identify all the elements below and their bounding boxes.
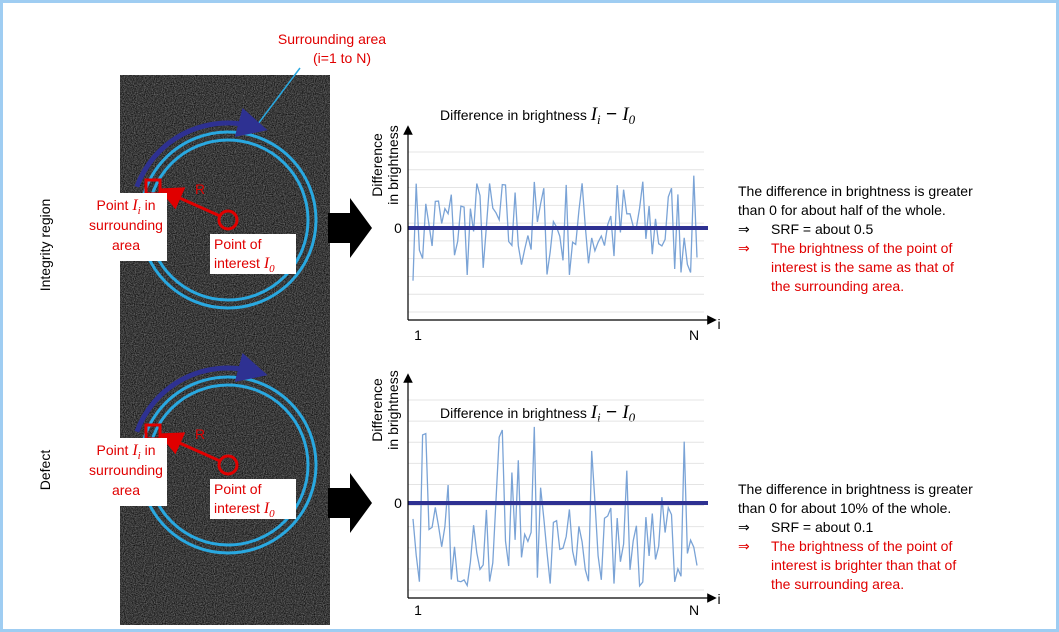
conclusion: interest is brighter than that of: [771, 557, 956, 573]
y-axis-label: Difference: [369, 378, 385, 442]
srf-text: SRF = about 0.5: [771, 221, 874, 237]
side-label: Integrity region: [37, 199, 53, 292]
side-label: Defect: [37, 450, 53, 491]
description: than 0 for about half of the whole.: [738, 202, 946, 218]
srf-arrow: ⇒: [738, 519, 750, 535]
srf-text: SRF = about 0.1: [771, 519, 874, 535]
chart-title-part: Difference in brightness: [440, 107, 591, 123]
point-i-label-part: Point: [97, 197, 133, 213]
point-i-label: area: [112, 482, 140, 498]
poi-label-part: interest: [214, 500, 264, 516]
y-axis-label: in brightness: [385, 125, 401, 204]
page: Surrounding area (i=1 to N) Integrity re…: [0, 0, 1059, 632]
conclusion: The brightness of the point of: [771, 240, 952, 256]
chart-title-part: 0: [629, 410, 636, 425]
chart-title-part: −: [601, 104, 623, 125]
surrounding-area-label: Surrounding area: [278, 31, 386, 47]
point-i-label: surrounding: [89, 462, 163, 478]
conclusion-arrow: ⇒: [738, 538, 750, 554]
conclusion: interest is the same as that of: [771, 259, 954, 275]
description: The difference in brightness is greater: [738, 183, 973, 199]
x-start-label: 1: [414, 602, 422, 618]
poi-label: Point of: [214, 236, 262, 252]
point-i-label-part: in: [141, 197, 156, 213]
chart-title-part: −: [601, 402, 623, 423]
point-i-label-part: Point: [97, 442, 133, 458]
conclusion-arrow: ⇒: [738, 240, 750, 256]
x-axis-label: i: [717, 316, 720, 332]
poi-label-part: 0: [269, 263, 275, 275]
surrounding-area-range: (i=1 to N): [313, 50, 371, 66]
y-axis-label: in brightness: [385, 370, 401, 449]
description: The difference in brightness is greater: [738, 481, 973, 497]
srf-arrow: ⇒: [738, 221, 750, 237]
poi-label-part: 0: [269, 508, 275, 520]
point-i-label-part: in: [141, 442, 156, 458]
conclusion: the surrounding area.: [771, 576, 904, 592]
radius-label: R: [195, 426, 205, 442]
radius-label: R: [195, 181, 205, 197]
zero-label: 0: [394, 495, 402, 511]
chart-title-part: Difference in brightness: [440, 405, 591, 421]
x-start-label: 1: [414, 327, 422, 343]
x-end-label: N: [689, 602, 699, 618]
conclusion: The brightness of the point of: [771, 538, 952, 554]
poi-label: Point of: [214, 481, 262, 497]
chart-title-part: 0: [629, 112, 636, 127]
y-axis-label: Difference: [369, 133, 385, 197]
x-axis-label: i: [717, 591, 720, 607]
point-i-label: surrounding: [89, 217, 163, 233]
description: than 0 for about 10% of the whole.: [738, 500, 951, 516]
x-end-label: N: [689, 327, 699, 343]
zero-label: 0: [394, 220, 402, 236]
point-i-label: area: [112, 237, 140, 253]
conclusion: the surrounding area.: [771, 278, 904, 294]
poi-label-part: interest: [214, 255, 264, 271]
